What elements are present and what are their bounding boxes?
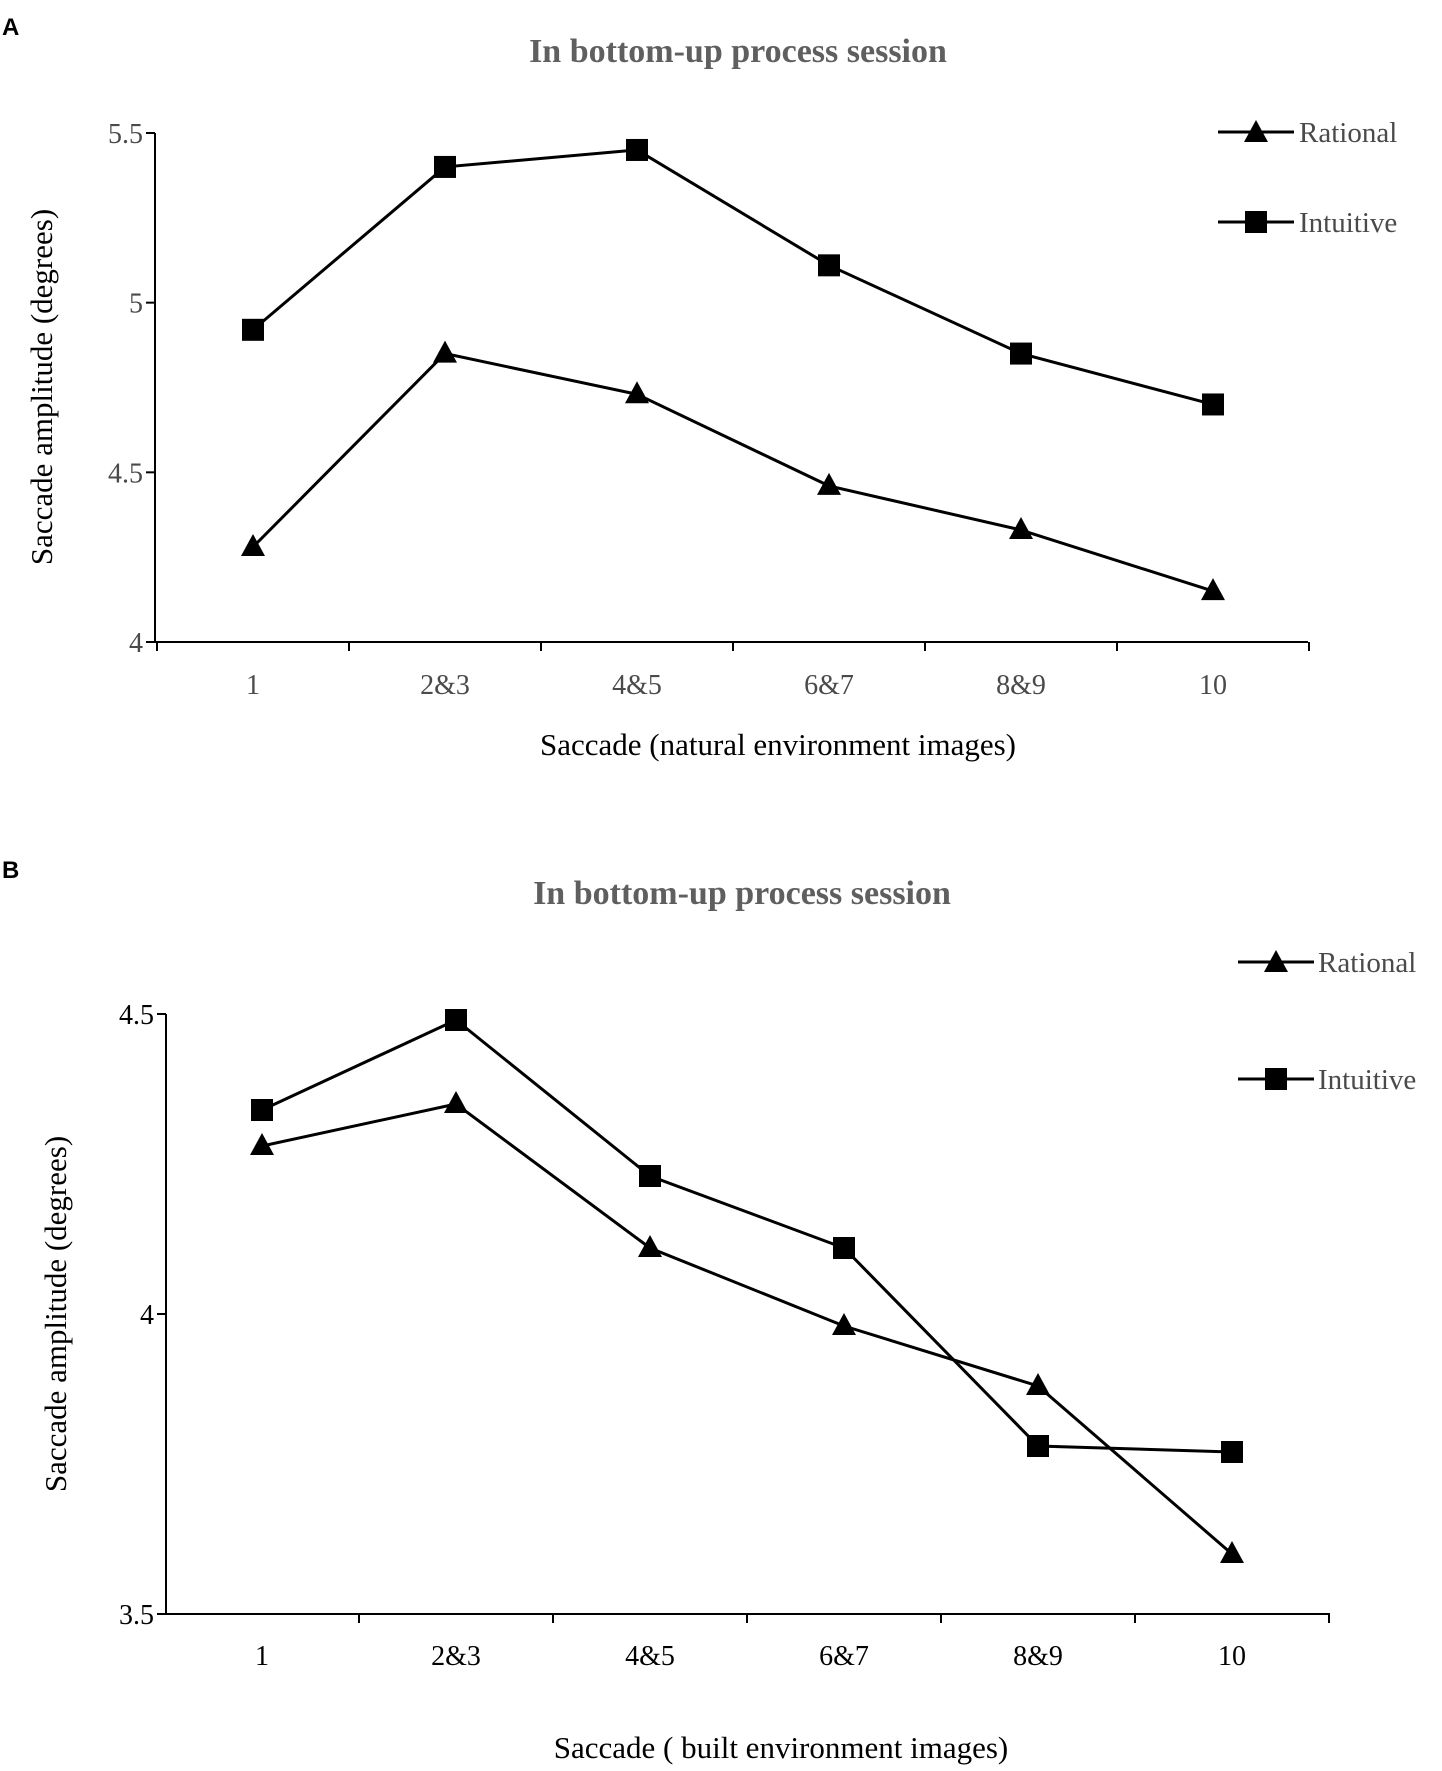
legend-a: Rational Intuitive <box>1218 117 1397 239</box>
rational-point-b <box>832 1313 856 1335</box>
y-axis-label-a: Saccade amplitude (degrees) <box>24 209 59 565</box>
y-tick-label-b: 3.5 <box>119 1600 154 1631</box>
y-axis-label-b: Saccade amplitude (degrees) <box>38 1136 73 1492</box>
legend-rational-marker-a <box>1244 120 1268 142</box>
legend-intuitive-marker-b <box>1265 1068 1287 1090</box>
x-tick-label-b: 1 <box>255 1641 269 1672</box>
rational-series-line-a <box>251 351 1214 593</box>
series-group-b <box>250 1009 1244 1563</box>
y-tick-label-a: 4.5 <box>108 458 143 489</box>
x-tick-label-b: 4&5 <box>625 1641 675 1672</box>
panel-letter-b: B <box>2 857 19 884</box>
panel-letter-a: A <box>2 14 19 41</box>
y-tick-label-b: 4.5 <box>119 1000 154 1031</box>
y-tick-label-b: 4 <box>140 1300 154 1331</box>
rational-point-a <box>1009 517 1033 540</box>
x-tick-label-a: 2&3 <box>420 670 470 701</box>
rational-point-b <box>250 1133 274 1155</box>
intuitive-point-a <box>434 155 456 178</box>
y-ticks-a: 4 4.5 5 5.5 <box>108 119 155 659</box>
y-tick-label-a: 5 <box>129 289 143 320</box>
rational-point-b <box>638 1235 662 1257</box>
intuitive-point-b <box>1221 1441 1243 1463</box>
x-axis-label-a: Saccade (natural environment images) <box>540 727 1016 762</box>
rational-series-line-b <box>261 1102 1233 1556</box>
intuitive-point-b <box>639 1165 661 1187</box>
intuitive-point-a <box>1202 393 1224 416</box>
rational-point-b <box>1026 1373 1050 1395</box>
legend-rational-label-b: Rational <box>1318 947 1416 979</box>
x-ticks-b: 1 2&3 4&5 6&7 8&9 10 <box>255 1614 1330 1672</box>
x-axis-label-b: Saccade ( built environment images) <box>554 1730 1009 1765</box>
x-ticks-a: 1 2&3 4&5 6&7 8&9 10 <box>156 642 1310 701</box>
rational-point-a <box>433 340 457 363</box>
x-tick-label-a: 1 <box>246 670 260 701</box>
series-group-a <box>241 138 1225 601</box>
intuitive-point-b <box>445 1009 467 1031</box>
chart-title-b: In bottom-up process session <box>533 875 951 912</box>
rational-point-a <box>1201 578 1225 601</box>
panel-b: B In bottom-up process session 3.5 4 4.5 1… <box>2 857 1416 1765</box>
rational-point-b <box>1220 1541 1244 1563</box>
intuitive-point-a <box>1010 342 1032 365</box>
legend-intuitive-label-a: Intuitive <box>1299 207 1397 239</box>
legend-intuitive-marker-a <box>1245 211 1267 233</box>
intuitive-series-line-b <box>261 1018 1233 1454</box>
chart-title-a: In bottom-up process session <box>529 33 947 70</box>
intuitive-point-a <box>242 318 264 341</box>
intuitive-point-a <box>818 254 840 277</box>
y-tick-label-a: 4 <box>129 628 143 659</box>
x-tick-label-b: 2&3 <box>431 1641 481 1672</box>
intuitive-point-b <box>1027 1435 1049 1457</box>
legend-intuitive-label-b: Intuitive <box>1318 1064 1416 1096</box>
x-tick-label-a: 8&9 <box>996 670 1046 701</box>
intuitive-point-a <box>626 138 648 161</box>
x-tick-label-a: 10 <box>1199 670 1227 701</box>
x-tick-label-a: 6&7 <box>804 670 854 701</box>
x-tick-label-a: 4&5 <box>612 670 662 701</box>
legend-rational-label-a: Rational <box>1299 117 1397 149</box>
rational-point-b <box>444 1091 468 1113</box>
rational-point-a <box>241 533 265 556</box>
y-ticks-b: 3.5 4 4.5 <box>119 1000 166 1631</box>
rational-point-a <box>625 381 649 404</box>
panel-a: A In bottom-up process session 44.555.5 … <box>2 14 1397 762</box>
x-tick-label-b: 6&7 <box>819 1641 869 1672</box>
legend-b: Rational Intuitive <box>1238 947 1416 1096</box>
rational-point-a <box>817 472 841 495</box>
x-tick-label-b: 10 <box>1218 1641 1246 1672</box>
legend-rational-marker-b <box>1264 950 1288 972</box>
x-tick-label-b: 8&9 <box>1013 1641 1063 1672</box>
intuitive-point-b <box>833 1237 855 1259</box>
intuitive-series-line-a <box>252 148 1214 406</box>
intuitive-point-b <box>251 1099 273 1121</box>
y-tick-label-a: 5.5 <box>108 119 143 150</box>
